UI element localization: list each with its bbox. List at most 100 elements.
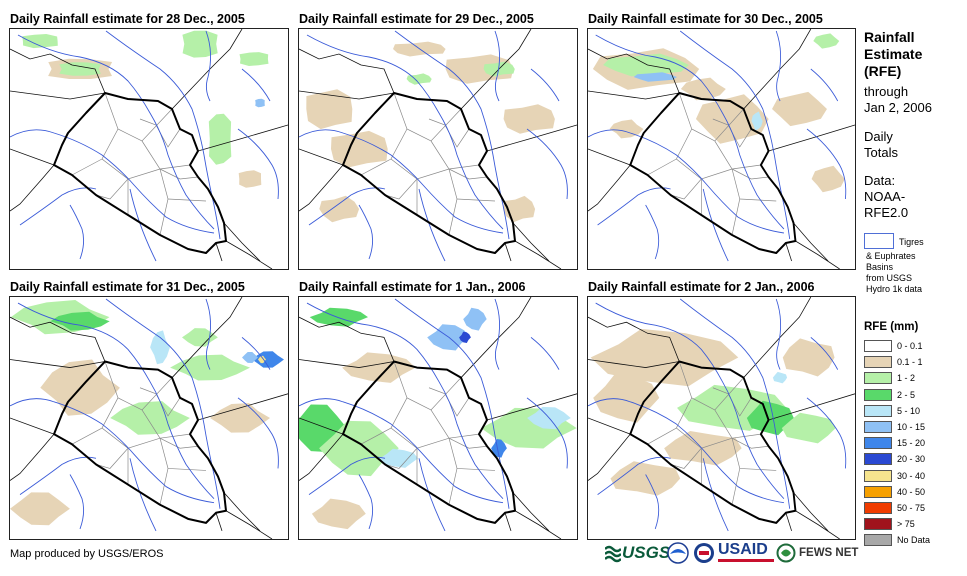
province-boundary	[431, 410, 457, 505]
basin-boundary	[242, 69, 270, 101]
basin-boundary	[70, 205, 84, 259]
basin-boundary	[588, 130, 784, 233]
province-boundary	[72, 159, 102, 175]
rainfall-area	[10, 300, 284, 525]
province-boundary	[671, 179, 702, 199]
rainfall-patch	[610, 461, 680, 495]
basin-boundary	[359, 474, 373, 528]
basin-boundary	[106, 31, 220, 239]
rainfall-patch	[319, 196, 359, 222]
rainfall-map-3	[587, 28, 856, 270]
legend-swatch	[864, 340, 892, 352]
province-boundary	[160, 438, 198, 448]
panel-title-2: Daily Rainfall estimate for 29 Dec., 200…	[299, 12, 534, 26]
basin-boundary	[359, 205, 373, 259]
basin-boundary	[20, 188, 96, 225]
country-border	[216, 243, 222, 261]
province-boundary	[715, 141, 740, 235]
country-border	[769, 125, 855, 151]
country-border	[588, 91, 679, 99]
basin-outline-swatch	[864, 233, 894, 249]
panel-title-3: Daily Rainfall estimate for 30 Dec., 200…	[588, 12, 823, 26]
legend-label: 0 - 0.1	[897, 340, 923, 353]
legend-label: 15 - 20	[897, 437, 925, 450]
province-boundary	[740, 199, 776, 201]
map-credit: Map produced by USGS/EROS	[10, 548, 163, 560]
legend-label: No Data	[897, 534, 930, 547]
sidebar-through: through	[864, 84, 908, 100]
fewsnet-logo: FEWS NET	[776, 541, 858, 565]
rainfall-map-4	[9, 296, 289, 540]
basin-label-line: Basins	[866, 262, 922, 273]
basin-boundary	[531, 337, 559, 369]
legend-swatch	[864, 453, 892, 465]
rainfall-patch	[209, 114, 232, 165]
basin-label-line: & Euphrates	[866, 251, 922, 262]
rainfall-patch	[783, 338, 835, 376]
sidebar-date: Jan 2, 2006	[864, 100, 932, 116]
province-boundary	[160, 169, 198, 179]
country-border	[794, 493, 829, 531]
country-border	[515, 511, 561, 539]
basin-boundary	[238, 129, 278, 199]
rainfall-patch	[252, 351, 284, 367]
legend-label: 0.1 - 1	[897, 356, 923, 369]
panel-title-6: Daily Rainfall estimate for 2 Jan., 2006	[588, 280, 815, 294]
province-boundary	[449, 438, 487, 448]
country-border	[226, 241, 272, 269]
panel-title-5: Daily Rainfall estimate for 1 Jan., 2006	[299, 280, 526, 294]
legend-swatch	[864, 389, 892, 401]
basin-label-line: Hydro 1k data	[866, 284, 922, 295]
noaa-logo	[667, 541, 689, 565]
country-border	[10, 165, 54, 211]
province-boundary	[732, 169, 768, 179]
country-border	[588, 418, 630, 434]
legend-swatch	[864, 421, 892, 433]
basin-boundary	[10, 399, 214, 503]
iraq-border	[54, 93, 226, 253]
rainfall-patch	[182, 328, 218, 346]
rainfall-area	[22, 31, 268, 188]
legend-label: 30 - 40	[897, 470, 925, 483]
rainfall-patch	[664, 431, 742, 465]
basin-boundary	[531, 69, 559, 101]
rainfall-patch	[110, 401, 190, 435]
province-boundary	[142, 141, 168, 235]
country-border	[505, 243, 511, 261]
country-border	[513, 223, 549, 261]
legend-swatch	[864, 534, 892, 546]
sidebar-daily: Daily Totals	[864, 129, 898, 161]
legend-label: 40 - 50	[897, 486, 925, 499]
rainfall-patch	[150, 330, 170, 364]
basin-boundary	[646, 205, 659, 259]
country-border	[299, 49, 394, 93]
rainfall-patch	[812, 166, 845, 193]
basin-boundary	[776, 299, 780, 370]
province-boundary	[72, 428, 102, 444]
country-border	[786, 513, 792, 531]
rainfall-area	[591, 329, 836, 496]
noaa-seal-icon	[667, 542, 689, 564]
fewsnet-logo-text: FEWS NET	[799, 547, 858, 559]
country-border	[786, 243, 792, 261]
sidebar-data-line: RFE2.0	[864, 205, 908, 221]
usaid-seal-icon	[693, 542, 715, 564]
legend-swatch	[864, 518, 892, 530]
legend-swatch	[864, 486, 892, 498]
rainfall-map-1	[9, 28, 289, 270]
rainfall-map-5	[298, 296, 578, 540]
usaid-underline	[718, 559, 774, 562]
province-boundary	[385, 179, 417, 199]
usgs-logo-text: USGS	[622, 543, 670, 563]
rainfall-patch	[10, 492, 70, 525]
province-boundary	[449, 169, 487, 179]
legend-swatch	[864, 502, 892, 514]
usaid-seal	[693, 541, 715, 565]
legend-label: 2 - 5	[897, 389, 915, 402]
legend-swatch	[864, 470, 892, 482]
usgs-wave-icon	[605, 543, 621, 563]
fewsnet-globe-icon	[776, 543, 796, 563]
province-boundary	[168, 468, 206, 470]
rainfall-patch	[504, 104, 555, 134]
province-boundary	[648, 159, 677, 175]
